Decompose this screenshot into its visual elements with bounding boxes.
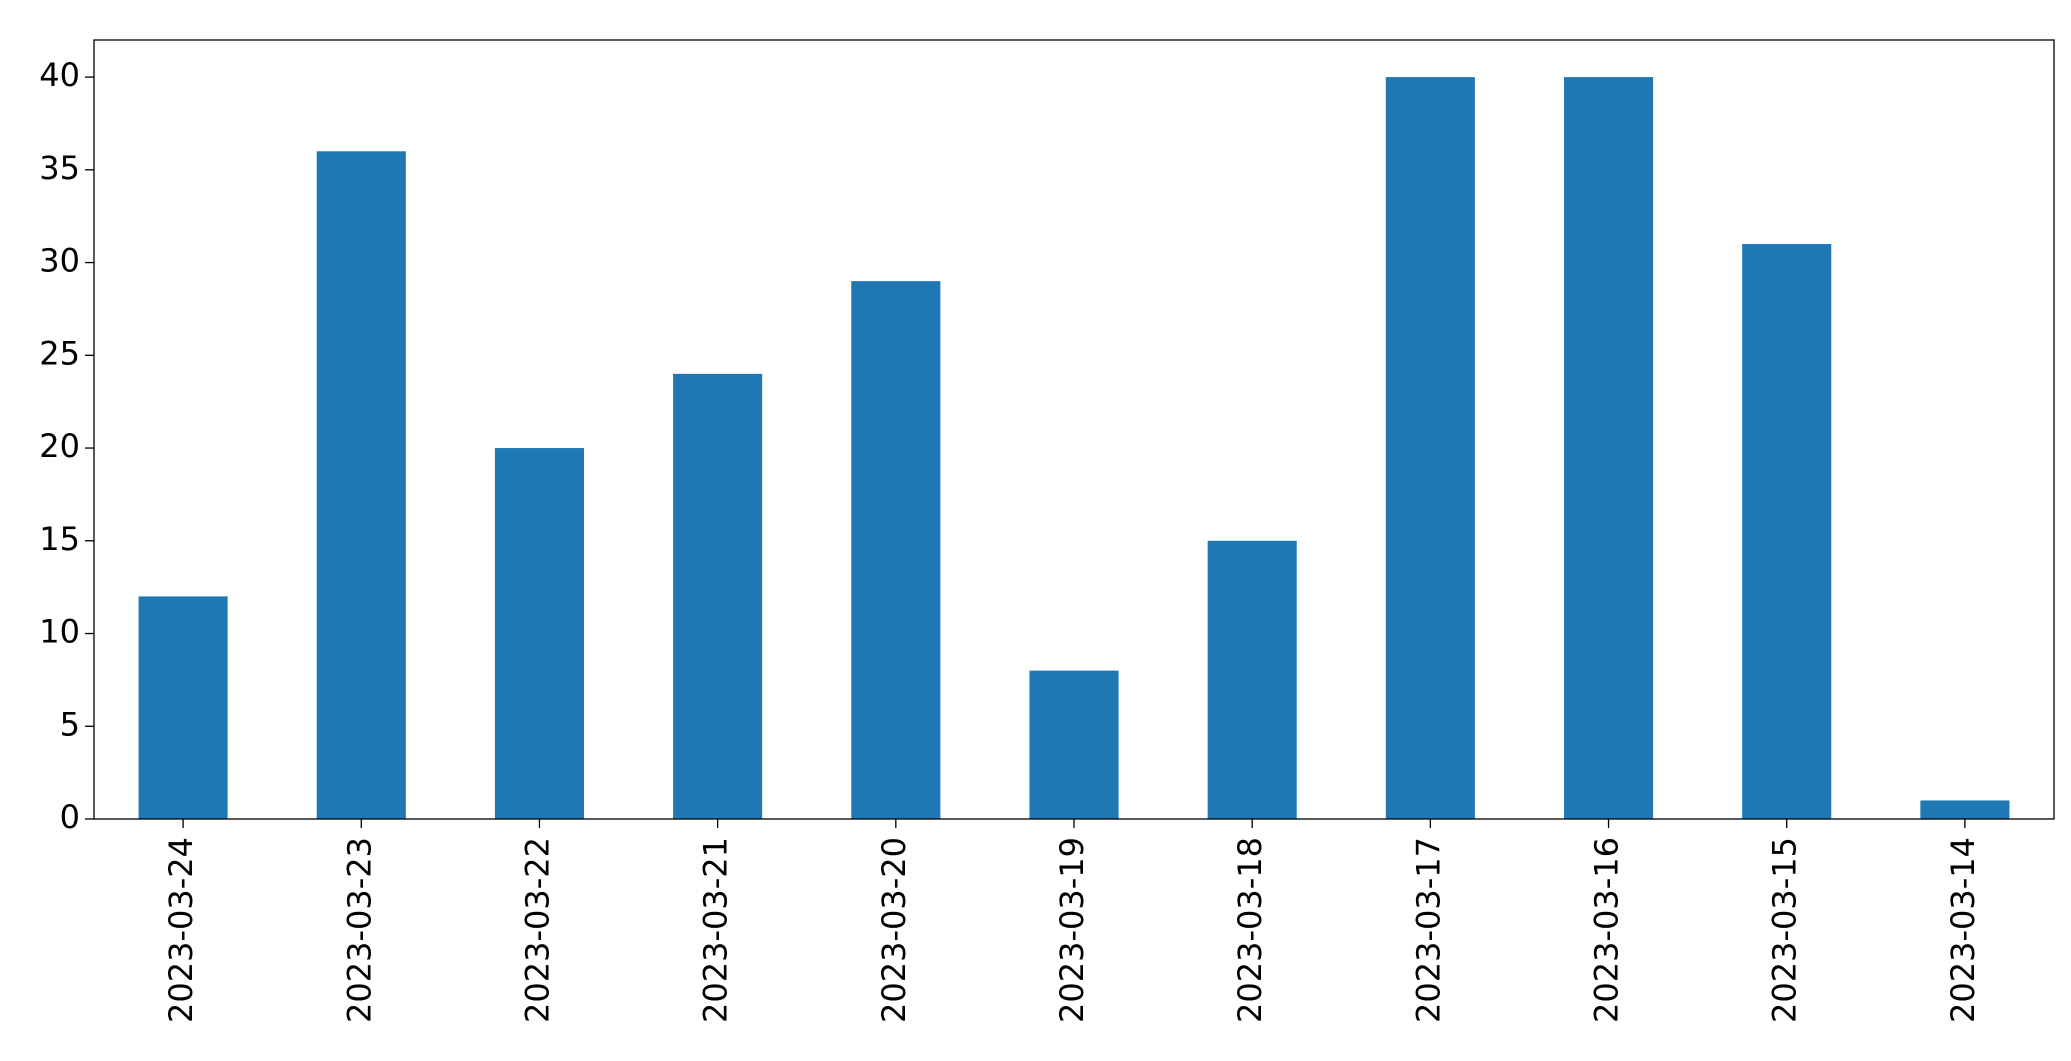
x-tick-label: 2023-03-16 <box>1588 837 1626 1023</box>
y-tick-label: 20 <box>39 427 80 465</box>
x-tick-label: 2023-03-14 <box>1944 837 1982 1023</box>
bar <box>851 281 941 820</box>
bar <box>138 596 228 819</box>
x-tick-label: 2023-03-18 <box>1231 837 1269 1023</box>
bar <box>1207 540 1297 819</box>
x-tick-label: 2023-03-24 <box>162 837 200 1023</box>
y-tick-label: 25 <box>39 334 80 372</box>
bar <box>316 151 406 820</box>
x-tick-label: 2023-03-17 <box>1409 837 1447 1023</box>
bar <box>494 448 584 819</box>
bar <box>1920 800 2010 819</box>
x-tick-label: 2023-03-15 <box>1766 837 1804 1023</box>
x-tick-label: 2023-03-23 <box>340 837 378 1023</box>
x-tick-label: 2023-03-21 <box>697 837 735 1023</box>
y-tick-label: 0 <box>60 798 80 836</box>
bar <box>673 373 763 819</box>
bar <box>1564 77 1654 820</box>
x-tick-label: 2023-03-22 <box>518 837 556 1023</box>
y-tick-label: 5 <box>60 705 80 743</box>
y-tick-label: 35 <box>39 149 80 187</box>
x-tick-label: 2023-03-19 <box>1053 837 1091 1023</box>
y-tick-label: 40 <box>39 56 80 94</box>
bar <box>1742 244 1832 819</box>
y-tick-label: 15 <box>39 520 80 558</box>
plot-frame <box>93 39 2055 820</box>
y-tick-label: 30 <box>39 242 80 280</box>
x-tick-label: 2023-03-20 <box>875 837 913 1023</box>
y-tick-label: 10 <box>39 613 80 651</box>
bar <box>1385 77 1475 820</box>
bar <box>1029 670 1119 819</box>
